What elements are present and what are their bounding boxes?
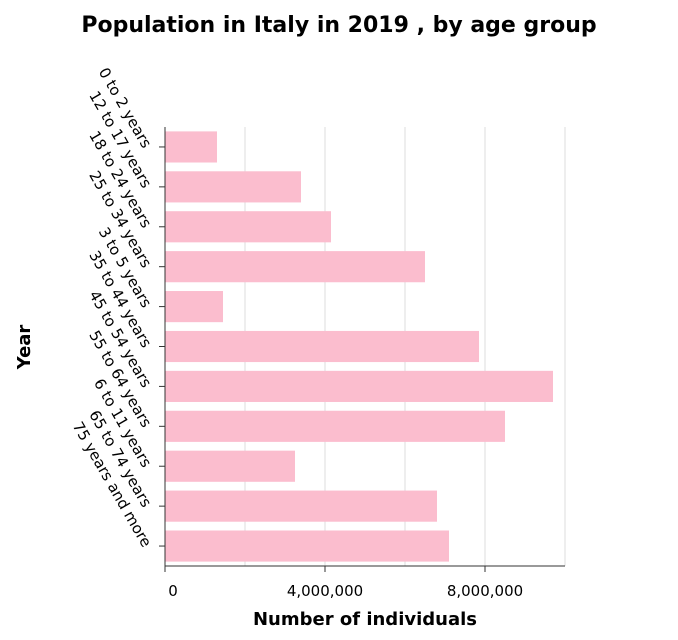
x-tick-labels: 0 4,000,000 8,000,000: [164, 566, 523, 600]
bar: [165, 291, 223, 323]
bar: [165, 410, 505, 442]
x-tick-label: 8,000,000: [447, 582, 523, 600]
x-axis-label: Number of individuals: [253, 609, 477, 630]
bar: [165, 370, 553, 402]
bar: [165, 211, 331, 243]
bar: [165, 131, 217, 163]
bar: [165, 530, 449, 562]
x-tick-label: 0: [168, 582, 178, 600]
bar: [165, 251, 425, 283]
bars: [165, 131, 553, 562]
chart-title: Population in Italy in 2019 , by age gro…: [81, 13, 596, 38]
bar: [165, 171, 301, 203]
x-tick-label: 4,000,000: [287, 582, 363, 600]
bar: [165, 450, 295, 482]
y-axis-label: Year: [14, 325, 35, 371]
bar: [165, 490, 437, 522]
bar: [165, 330, 479, 363]
